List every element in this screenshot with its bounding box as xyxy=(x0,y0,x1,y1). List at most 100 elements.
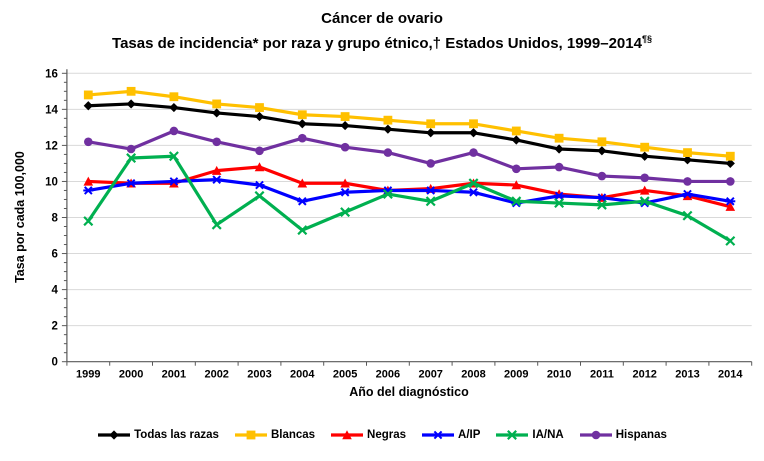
square-marker-icon xyxy=(597,137,607,147)
square-marker-icon xyxy=(725,151,735,161)
legend-item-todas-las-razas: Todas las razas xyxy=(97,428,219,442)
diamond-marker-icon xyxy=(468,128,479,138)
x-marker-icon xyxy=(596,199,607,210)
negras-swatch-icon xyxy=(331,430,364,440)
circle-marker-icon xyxy=(383,148,393,157)
square-marker-icon xyxy=(640,142,650,152)
blancas-swatch-icon xyxy=(234,430,267,440)
circle-marker-icon xyxy=(512,164,521,174)
square-marker-icon xyxy=(297,110,307,120)
x-tick-label: 2006 xyxy=(376,369,400,381)
square-marker-icon xyxy=(683,148,692,158)
legend-label-ia-na: IA/NA xyxy=(532,429,564,441)
x-tick-label: 2011 xyxy=(590,369,614,381)
y-tick-label: 10 xyxy=(45,176,58,188)
triangle-marker-icon xyxy=(342,430,352,440)
diamond-marker-icon xyxy=(109,430,119,440)
asterisk-marker-icon xyxy=(297,196,307,206)
legend-label-todas-las-razas: Todas las razas xyxy=(134,429,219,441)
circle-marker-icon xyxy=(683,177,692,186)
square-marker-icon xyxy=(83,90,93,100)
line-chart-plot: 0 2 4 6 8 10 12 14 16 1999 2000 2001 2002 2003 2004 200… xyxy=(45,68,753,381)
triangle-marker-icon xyxy=(511,180,522,190)
y-tick-label: 16 xyxy=(45,68,58,80)
circle-marker-icon xyxy=(640,173,649,183)
circle-marker-icon xyxy=(554,162,564,172)
x-tick-label: 2008 xyxy=(461,369,485,381)
x-axis-title: Año del diagnóstico xyxy=(349,385,469,399)
legend-label-negras: Negras xyxy=(367,429,407,441)
y-tick-label: 8 xyxy=(51,213,58,225)
diamond-marker-icon xyxy=(83,101,93,111)
diamond-marker-icon xyxy=(169,102,179,113)
diamond-marker-icon xyxy=(640,151,650,161)
legend-item-blancas: Blancas xyxy=(234,428,315,442)
x-marker-icon xyxy=(340,207,351,218)
hispanas-swatch-icon xyxy=(579,430,612,440)
x-tick-label: 2009 xyxy=(504,369,528,381)
y-tick-label: 6 xyxy=(51,249,57,261)
title-footnote-marks: ¶§ xyxy=(641,34,652,44)
legend-label-blancas: Blancas xyxy=(270,429,316,441)
x-marker-icon xyxy=(725,235,736,246)
square-marker-icon xyxy=(246,430,256,440)
x-marker-icon xyxy=(83,216,94,227)
x-marker-icon xyxy=(126,153,137,163)
circle-marker-icon xyxy=(169,126,179,136)
x-tick-label: 2004 xyxy=(290,369,315,381)
x-marker-icon xyxy=(639,196,650,207)
triangle-marker-icon xyxy=(340,178,350,188)
circle-marker-icon xyxy=(212,137,221,147)
diamond-marker-icon xyxy=(254,111,265,122)
triangle-marker-icon xyxy=(211,165,222,175)
x-marker-icon xyxy=(254,190,265,201)
y-tick-label: 0 xyxy=(51,357,57,369)
x-tick-label: 2010 xyxy=(547,369,571,381)
legend-item-hispanas: Hispanas xyxy=(579,428,667,442)
chart-legend: Todas las razas Blancas Negras A/IP IA/NA His… xyxy=(0,428,764,442)
circle-marker-icon xyxy=(298,133,307,143)
x-marker-icon xyxy=(425,196,436,207)
triangle-marker-icon xyxy=(83,176,94,186)
series-line-ia-na xyxy=(86,154,732,243)
series-line-todas-las-razas xyxy=(86,102,732,166)
x-marker-icon xyxy=(468,178,479,189)
x-tick-label: 2002 xyxy=(204,369,228,381)
x-marker-icon xyxy=(554,198,565,209)
asterisk-marker-icon xyxy=(83,186,93,195)
asterisk-marker-icon xyxy=(255,180,264,190)
x-marker-icon xyxy=(511,196,522,207)
y-tick-label: 2 xyxy=(51,321,57,333)
a-ip-swatch-icon xyxy=(422,430,455,440)
x-marker-icon xyxy=(382,189,393,200)
square-marker-icon xyxy=(426,119,436,129)
square-marker-icon xyxy=(169,92,179,102)
diamond-marker-icon xyxy=(597,146,607,156)
y-tick-label: 14 xyxy=(45,104,58,116)
asterisk-marker-icon xyxy=(433,430,443,440)
diamond-marker-icon xyxy=(725,158,735,169)
circle-marker-icon xyxy=(426,159,436,168)
square-marker-icon xyxy=(469,119,478,129)
circle-marker-icon xyxy=(84,137,93,147)
legend-item-ia-na: IA/NA xyxy=(495,428,564,442)
square-marker-icon xyxy=(212,99,222,109)
asterisk-marker-icon xyxy=(212,175,222,184)
y-tick-label: 4 xyxy=(51,285,58,297)
circle-marker-icon xyxy=(726,177,735,186)
diamond-marker-icon xyxy=(511,135,521,145)
diamond-marker-icon xyxy=(682,155,693,165)
triangle-marker-icon xyxy=(254,162,265,172)
diamond-marker-icon xyxy=(426,128,436,138)
square-marker-icon xyxy=(126,86,136,96)
asterisk-marker-icon xyxy=(725,196,735,206)
diamond-marker-icon xyxy=(554,144,564,154)
x-tick-label: 2007 xyxy=(418,369,442,381)
series-line-hispanas xyxy=(86,129,732,184)
asterisk-marker-icon xyxy=(126,178,136,188)
legend-label-a-ip: A/IP xyxy=(458,429,481,441)
y-tick-label: 12 xyxy=(45,140,58,152)
series-line-a-ip xyxy=(86,178,732,205)
x-tick-label: 2012 xyxy=(632,369,656,381)
